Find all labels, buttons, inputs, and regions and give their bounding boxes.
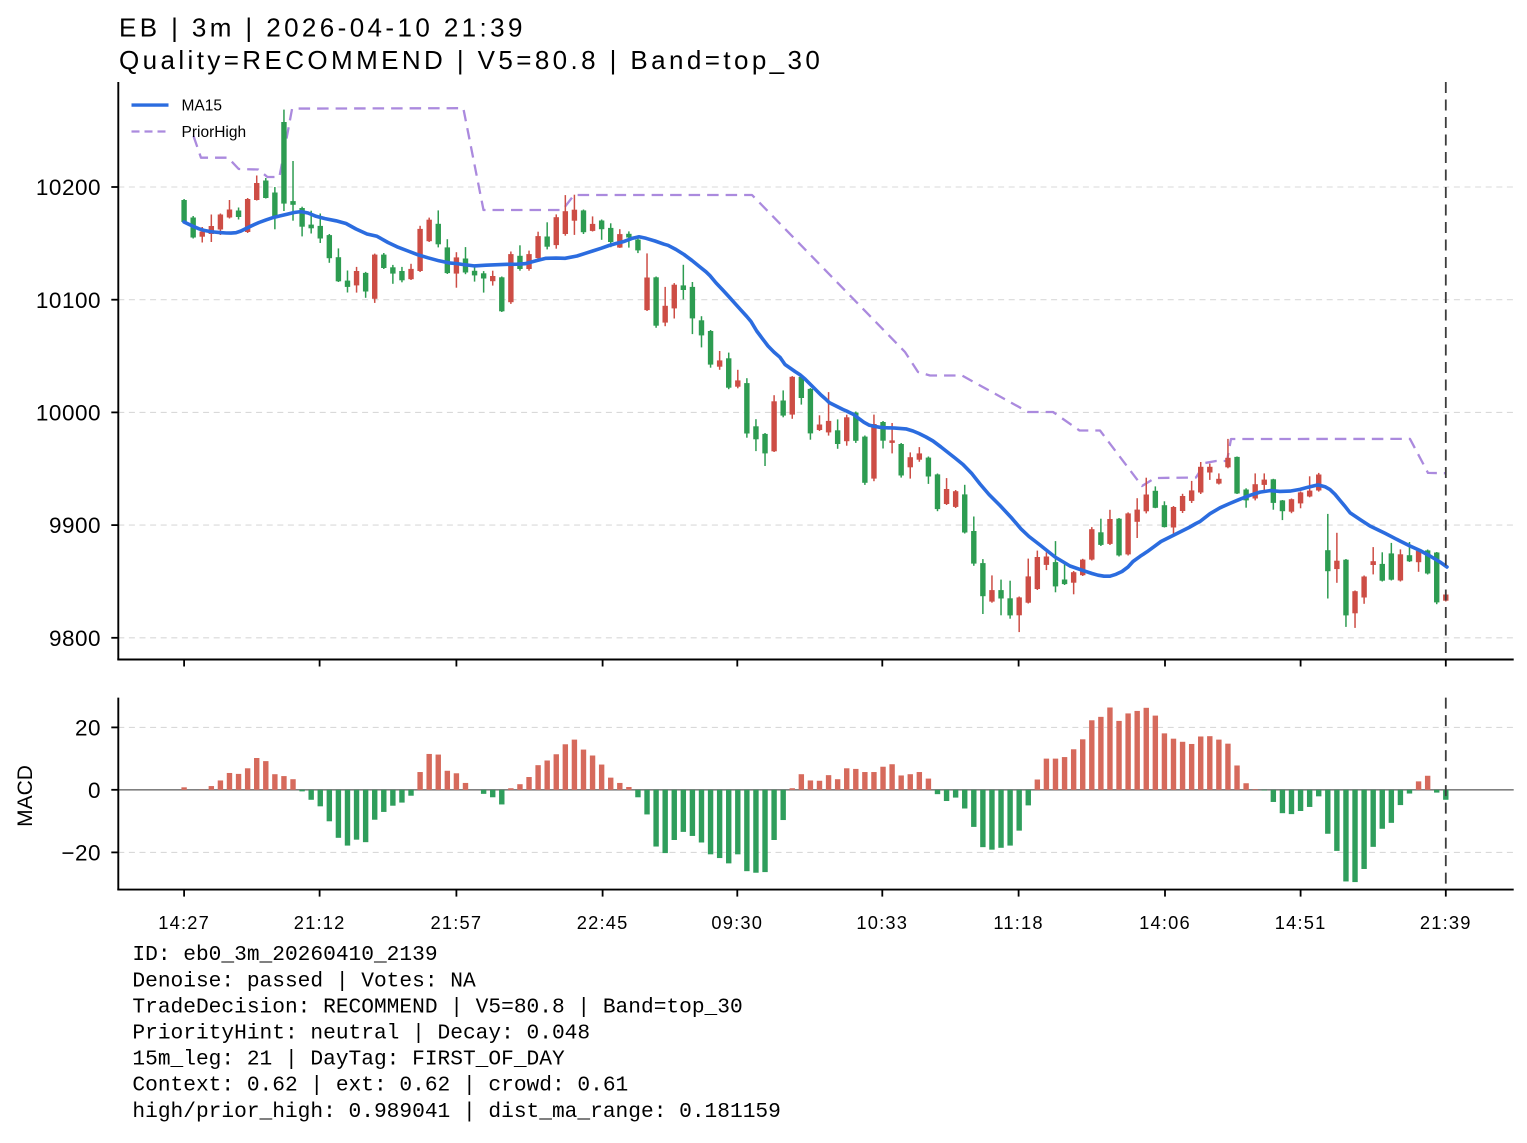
svg-text:MA15: MA15: [182, 98, 223, 115]
svg-text:14:51: 14:51: [1275, 912, 1327, 933]
svg-text:PriorHigh: PriorHigh: [182, 124, 247, 141]
svg-text:21:57: 21:57: [431, 912, 483, 933]
svg-text:ID: eb0_3m_20260410_2139: ID: eb0_3m_20260410_2139: [132, 943, 437, 967]
svg-text:21:39: 21:39: [1420, 912, 1472, 933]
svg-text:PriorityHint: neutral | Decay:: PriorityHint: neutral | Decay: 0.048: [132, 1022, 590, 1046]
svg-text:9800: 9800: [49, 626, 101, 651]
svg-text:09:30: 09:30: [711, 912, 763, 933]
svg-text:9900: 9900: [49, 513, 101, 538]
svg-text:Quality=RECOMMEND | V5=80.8 |: Quality=RECOMMEND | V5=80.8 | Band=top_3…: [119, 45, 823, 75]
svg-text:EB | 3m | 2026-04-10 21:39: EB | 3m | 2026-04-10 21:39: [119, 13, 526, 43]
svg-text:22:45: 22:45: [577, 912, 629, 933]
svg-text:11:18: 11:18: [993, 912, 1043, 933]
svg-text:TradeDecision: RECOMMEND | V5=: TradeDecision: RECOMMEND | V5=80.8 | Ban…: [132, 995, 742, 1019]
svg-text:21:12: 21:12: [294, 912, 346, 933]
svg-text:Denoise: passed | Votes: NA: Denoise: passed | Votes: NA: [132, 969, 476, 993]
svg-text:15m_leg: 21 | DayTag: FIRST_OF: 15m_leg: 21 | DayTag: FIRST_OF_DAY: [132, 1048, 565, 1072]
svg-text:14:06: 14:06: [1139, 912, 1191, 933]
svg-text:14:27: 14:27: [158, 912, 210, 933]
svg-text:0: 0: [88, 778, 101, 803]
svg-text:10200: 10200: [36, 175, 101, 200]
svg-text:Context: 0.62 | ext: 0.62 | cr: Context: 0.62 | ext: 0.62 | crowd: 0.61: [132, 1074, 628, 1098]
svg-text:MACD: MACD: [14, 765, 37, 827]
svg-text:10:33: 10:33: [856, 912, 908, 933]
svg-text:10100: 10100: [36, 288, 101, 313]
svg-text:−20: −20: [61, 841, 101, 866]
svg-text:10000: 10000: [36, 401, 101, 426]
svg-text:20: 20: [75, 716, 101, 741]
svg-text:high/prior_high: 0.989041 | di: high/prior_high: 0.989041 | dist_ma_rang…: [132, 1100, 780, 1124]
